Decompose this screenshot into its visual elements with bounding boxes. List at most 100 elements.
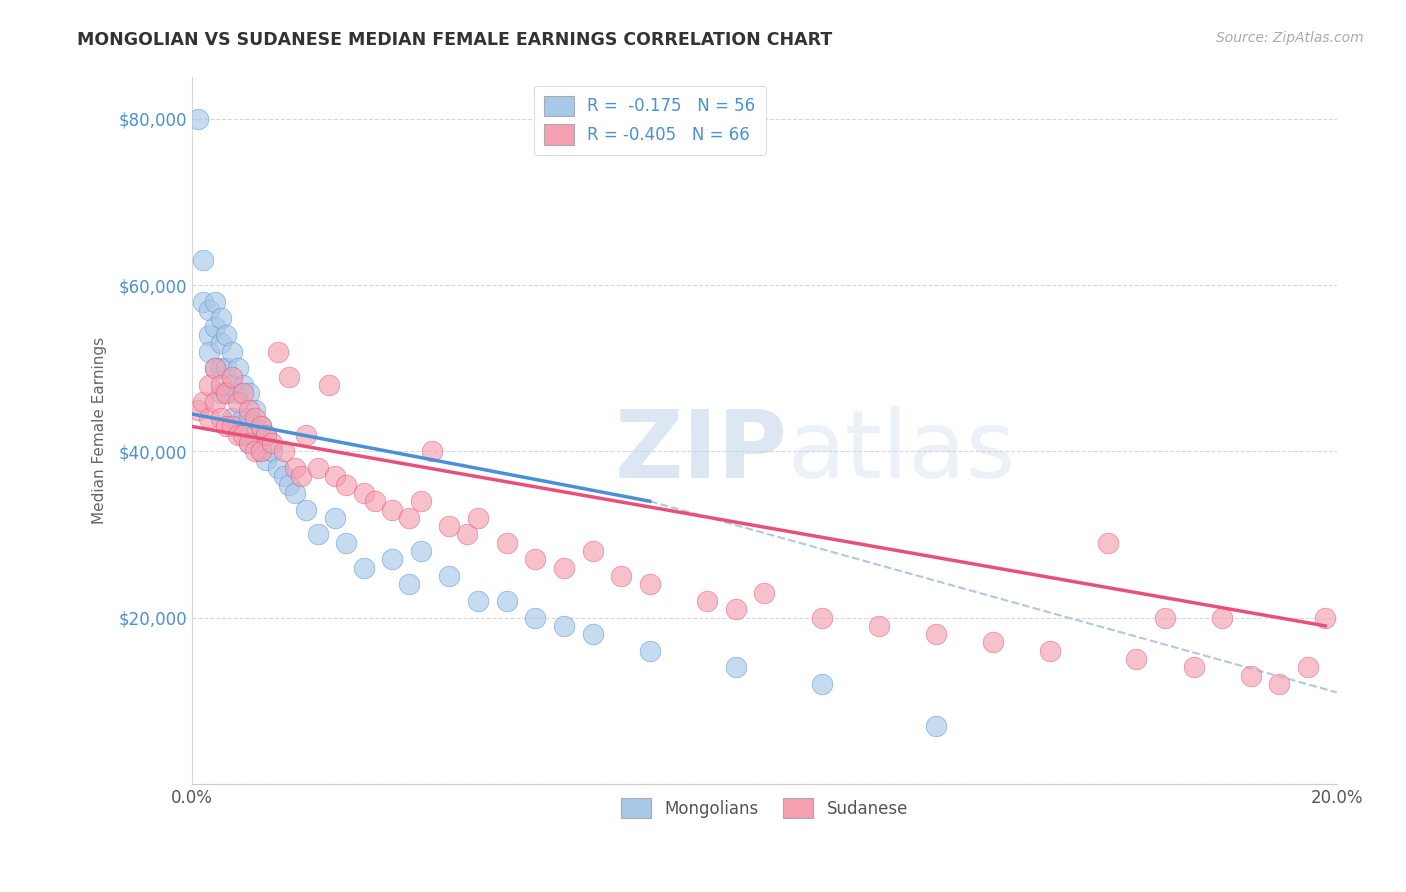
Point [193, 294, 215, 309]
Point [290, 469, 312, 483]
Point [209, 361, 232, 376]
Point [1211, 610, 1233, 624]
Point [495, 594, 517, 608]
Point [524, 610, 547, 624]
Point [553, 619, 575, 633]
Point [232, 386, 254, 401]
Point [198, 411, 221, 425]
Point [249, 444, 271, 458]
Text: atlas: atlas [787, 406, 1015, 498]
Point [198, 377, 221, 392]
Point [260, 436, 283, 450]
Point [249, 444, 271, 458]
Point [323, 469, 346, 483]
Point [467, 511, 489, 525]
Point [198, 344, 221, 359]
Point [810, 677, 832, 691]
Point [524, 552, 547, 566]
Point [323, 511, 346, 525]
Point [209, 336, 232, 351]
Point [1154, 610, 1177, 624]
Point [724, 660, 747, 674]
Point [226, 427, 249, 442]
Point [226, 394, 249, 409]
Point [307, 461, 329, 475]
Point [221, 419, 243, 434]
Point [1182, 660, 1205, 674]
Point [221, 344, 243, 359]
Point [238, 402, 260, 417]
Point [696, 594, 718, 608]
Point [243, 427, 266, 442]
Point [981, 635, 1004, 649]
Point [215, 419, 238, 434]
Point [381, 552, 404, 566]
Text: Source: ZipAtlas.com: Source: ZipAtlas.com [1216, 31, 1364, 45]
Point [204, 361, 226, 376]
Point [267, 461, 290, 475]
Text: ZIP: ZIP [614, 406, 787, 498]
Point [307, 527, 329, 541]
Point [273, 469, 295, 483]
Point [193, 394, 215, 409]
Point [238, 436, 260, 450]
Point [1039, 644, 1062, 658]
Point [353, 486, 375, 500]
Point [232, 427, 254, 442]
Point [209, 377, 232, 392]
Point [221, 377, 243, 392]
Point [238, 411, 260, 425]
Legend: Mongolians, Sudanese: Mongolians, Sudanese [614, 791, 914, 825]
Point [226, 419, 249, 434]
Point [260, 444, 283, 458]
Point [364, 494, 387, 508]
Point [318, 377, 340, 392]
Point [409, 544, 432, 558]
Point [187, 112, 209, 126]
Point [1268, 677, 1291, 691]
Point [215, 328, 238, 343]
Point [215, 361, 238, 376]
Point [232, 411, 254, 425]
Point [254, 452, 277, 467]
Point [278, 369, 301, 384]
Point [238, 436, 260, 450]
Point [243, 402, 266, 417]
Point [1240, 669, 1263, 683]
Point [724, 602, 747, 616]
Point [209, 386, 232, 401]
Point [398, 577, 420, 591]
Point [209, 411, 232, 425]
Point [204, 294, 226, 309]
Point [226, 386, 249, 401]
Point [198, 328, 221, 343]
Point [868, 619, 890, 633]
Point [204, 319, 226, 334]
Point [439, 519, 461, 533]
Point [456, 527, 478, 541]
Point [1097, 535, 1119, 549]
Point [238, 386, 260, 401]
Point [232, 377, 254, 392]
Point [209, 311, 232, 326]
Point [409, 494, 432, 508]
Point [1125, 652, 1147, 666]
Point [553, 560, 575, 574]
Point [398, 511, 420, 525]
Point [249, 419, 271, 434]
Point [243, 411, 266, 425]
Point [215, 386, 238, 401]
Point [243, 444, 266, 458]
Point [381, 502, 404, 516]
Point [284, 461, 307, 475]
Point [1296, 660, 1319, 674]
Point [267, 344, 290, 359]
Point [925, 718, 948, 732]
Text: MONGOLIAN VS SUDANESE MEDIAN FEMALE EARNINGS CORRELATION CHART: MONGOLIAN VS SUDANESE MEDIAN FEMALE EARN… [77, 31, 832, 49]
Point [204, 394, 226, 409]
Point [249, 419, 271, 434]
Point [925, 627, 948, 641]
Point [581, 544, 603, 558]
Point [221, 369, 243, 384]
Point [810, 610, 832, 624]
